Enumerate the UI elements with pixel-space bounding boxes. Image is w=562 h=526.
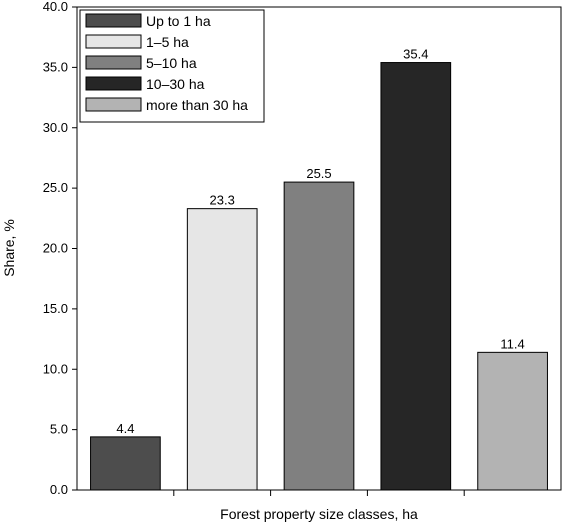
bar-value-label: 23.3 — [210, 193, 235, 208]
legend: Up to 1 ha 1–5 ha 5–10 ha 10–30 ha more than… — [79, 9, 265, 123]
data-labels: 4.4 23.3 25.5 35.4 11.4 — [116, 47, 524, 436]
y-tick-label: 10.0 — [43, 361, 68, 376]
y-tick-label: 5.0 — [50, 422, 68, 437]
legend-swatch — [85, 97, 142, 112]
bar — [283, 181, 355, 491]
bars — [90, 62, 548, 491]
y-tick-label: 0.0 — [50, 482, 68, 497]
y-tick-label: 35.0 — [43, 59, 68, 74]
y-tick-label: 25.0 — [43, 180, 68, 195]
bar — [90, 436, 161, 491]
legend-entry-label: 5–10 ha — [146, 55, 197, 71]
bar-value-label: 25.5 — [306, 166, 331, 181]
y-axis-title: Share, % — [1, 219, 17, 277]
x-axis-ticks — [173, 490, 465, 496]
legend-entry-label: more than 30 ha — [146, 97, 248, 113]
legend-swatch — [85, 55, 142, 70]
x-axis-title: Forest property size classes, ha — [220, 506, 418, 522]
bar-value-label: 11.4 — [500, 336, 524, 351]
bar — [186, 208, 258, 491]
y-tick-label: 15.0 — [43, 301, 68, 316]
legend-swatch — [85, 13, 142, 28]
bar-value-label: 4.4 — [116, 421, 134, 436]
legend-swatch — [85, 76, 142, 91]
y-axis-ticks: 0.0 5.0 10.0 15.0 20.0 25.0 30.0 35.0 40.0 — [43, 0, 77, 497]
bar — [477, 351, 548, 491]
y-tick-label: 30.0 — [43, 120, 68, 135]
bar — [380, 62, 452, 491]
legend-entry-label: 10–30 ha — [146, 76, 205, 92]
legend-swatch — [85, 34, 142, 49]
bar-value-label: 35.4 — [403, 47, 428, 62]
legend-entry-label: 1–5 ha — [146, 34, 189, 50]
legend-entry-label: Up to 1 ha — [146, 13, 211, 29]
y-tick-label: 40.0 — [43, 0, 68, 14]
y-tick-label: 20.0 — [43, 241, 68, 256]
